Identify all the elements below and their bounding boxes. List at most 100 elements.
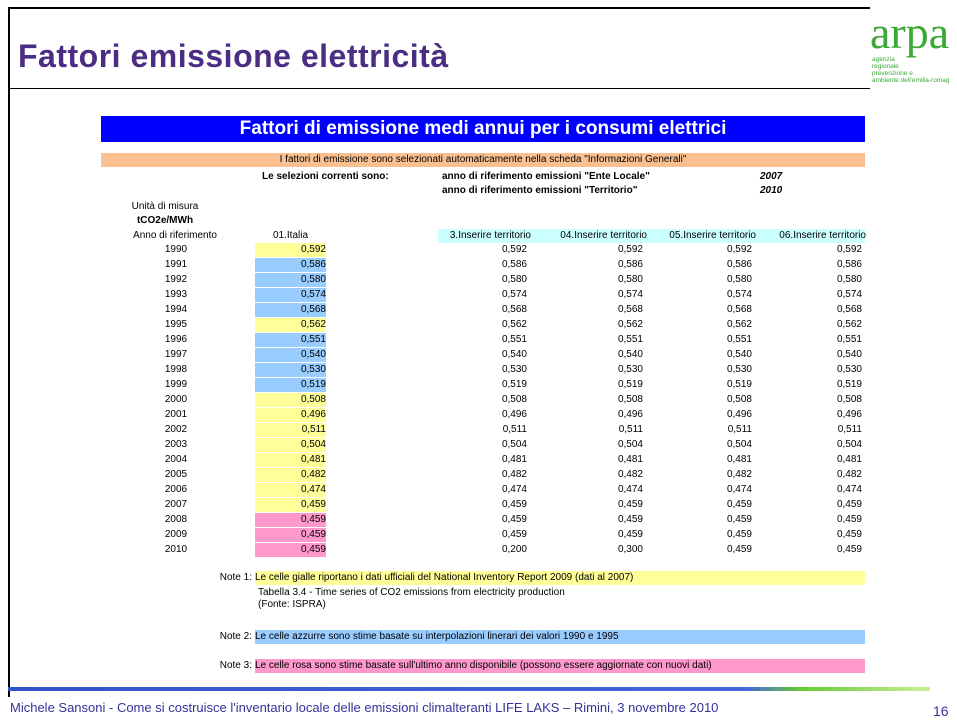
value-cell: 0,586 [726, 259, 752, 270]
note-extra: Tabella 3.4 - Time series of CO2 emissio… [258, 587, 565, 598]
year-cell: 1992 [164, 274, 188, 285]
value-cell: 0,540 [726, 349, 752, 360]
value-cell: 0,459 [726, 529, 752, 540]
value-cell: 0,200 [501, 544, 527, 555]
value-cell: 0,508 [255, 393, 326, 407]
value-cell: 0,530 [255, 363, 326, 377]
year-cell: 2010 [164, 544, 188, 555]
value-cell: 0,496 [501, 409, 527, 420]
value-cell: 0,551 [726, 334, 752, 345]
value-cell: 0,519 [501, 379, 527, 390]
year-cell: 1995 [164, 319, 188, 330]
info-row: I fattori di emissione sono selezionati … [101, 153, 865, 167]
value-cell: 0,580 [501, 274, 527, 285]
logo-line: regionale [872, 63, 899, 70]
value-cell: 0,568 [617, 304, 643, 315]
footer-rule [8, 687, 930, 691]
value-cell: 0,511 [618, 424, 643, 435]
value-cell: 0,562 [255, 318, 326, 332]
year-cell: 1997 [164, 349, 188, 360]
note-label: Note 2: [219, 631, 252, 642]
selections-label: Le selezioni correnti sono: [262, 171, 389, 182]
value-cell: 0,504 [836, 439, 862, 450]
value-cell: 0,474 [726, 484, 752, 495]
value-cell: 0,459 [501, 529, 527, 540]
column-header: 3.Inserire territorio [449, 230, 531, 241]
frame-left [8, 7, 10, 697]
value-cell: 0,504 [726, 439, 752, 450]
value-cell: 0,459 [501, 499, 527, 510]
unit: tCO2e/MWh [136, 215, 194, 226]
year-cell: 1990 [164, 244, 188, 255]
value-cell: 0,540 [255, 348, 326, 362]
note-extra: (Fonte: ISPRA) [258, 599, 326, 610]
value-cell: 0,504 [501, 439, 527, 450]
value-cell: 0,481 [501, 454, 527, 465]
value-cell: 0,508 [726, 394, 752, 405]
value-cell: 0,519 [726, 379, 752, 390]
value-cell: 0,592 [617, 244, 643, 255]
year-cell: 1996 [164, 334, 188, 345]
selection-label: anno di riferimento emissioni "Territori… [442, 185, 638, 196]
value-cell: 0,459 [255, 498, 326, 512]
year-cell: 1991 [164, 259, 188, 270]
value-cell: 0,504 [255, 438, 326, 452]
year-cell: 2003 [164, 439, 188, 450]
selection-value: 2010 [760, 185, 783, 196]
value-cell: 0,562 [836, 319, 862, 330]
year-cell: 2000 [164, 394, 188, 405]
value-cell: 0,459 [836, 499, 862, 510]
value-cell: 0,568 [726, 304, 752, 315]
title-rule [8, 88, 870, 89]
year-cell: 1993 [164, 289, 188, 300]
value-cell: 0,459 [617, 499, 643, 510]
value-cell: 0,482 [836, 469, 862, 480]
value-cell: 0,580 [255, 273, 326, 287]
table-title: Fattori di emissione medi annui per i co… [101, 116, 865, 142]
value-cell: 0,482 [255, 468, 326, 482]
column-header: 06.Inserire territorio [779, 230, 866, 241]
value-cell: 0,551 [617, 334, 643, 345]
frame-top [8, 7, 870, 9]
header-band [438, 229, 865, 243]
value-cell: 0,482 [501, 469, 527, 480]
value-cell: 0,511 [255, 423, 326, 437]
note-text: Le celle azzurre sono stime basate su in… [255, 630, 865, 644]
value-cell: 0,511 [727, 424, 752, 435]
value-cell: 0,496 [617, 409, 643, 420]
value-cell: 0,459 [617, 514, 643, 525]
value-cell: 0,481 [617, 454, 643, 465]
value-cell: 0,474 [501, 484, 527, 495]
value-cell: 0,530 [726, 364, 752, 375]
year-cell: 2004 [164, 454, 188, 465]
value-cell: 0,508 [617, 394, 643, 405]
value-cell: 0,459 [726, 544, 752, 555]
value-cell: 0,574 [836, 289, 862, 300]
value-cell: 0,474 [617, 484, 643, 495]
value-cell: 0,551 [501, 334, 527, 345]
value-cell: 0,540 [617, 349, 643, 360]
value-cell: 0,511 [837, 424, 862, 435]
year-cell: 2009 [164, 529, 188, 540]
value-cell: 0,459 [836, 544, 862, 555]
value-cell: 0,481 [836, 454, 862, 465]
value-cell: 0,519 [836, 379, 862, 390]
value-cell: 0,459 [501, 514, 527, 525]
value-cell: 0,459 [255, 513, 326, 527]
page-number: 16 [933, 703, 949, 719]
value-cell: 0,511 [502, 424, 527, 435]
footer-text: Michele Sansoni - Come si costruisce l'i… [10, 700, 719, 715]
year-cell: 2001 [164, 409, 188, 420]
value-cell: 0,574 [501, 289, 527, 300]
value-cell: 0,482 [726, 469, 752, 480]
value-cell: 0,592 [726, 244, 752, 255]
value-cell: 0,508 [836, 394, 862, 405]
value-cell: 0,562 [726, 319, 752, 330]
note-text: Le celle gialle riportano i dati ufficia… [255, 571, 865, 585]
value-cell: 0,568 [836, 304, 862, 315]
value-cell: 0,562 [501, 319, 527, 330]
unit-label: Unità di misura [131, 201, 199, 212]
value-cell: 0,540 [836, 349, 862, 360]
year-header: Anno di riferimento [133, 230, 217, 241]
